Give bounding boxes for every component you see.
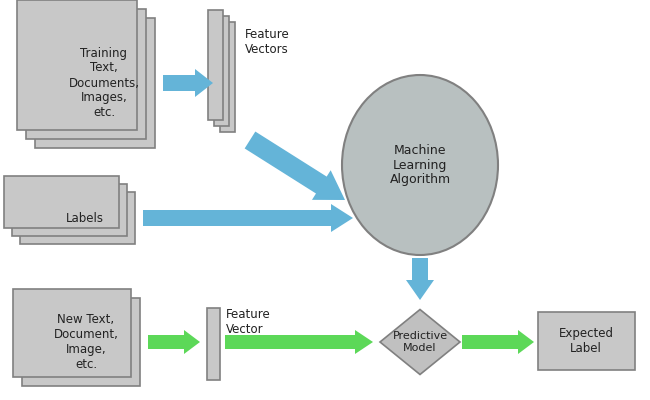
Text: Predictive
Model: Predictive Model [393,331,448,353]
FancyArrow shape [244,132,345,200]
Bar [220,22,235,132]
FancyArrow shape [462,330,534,354]
Text: Expected
Label: Expected Label [558,327,614,355]
Bar [20,192,135,244]
FancyArrow shape [163,69,213,97]
Text: Labels: Labels [66,212,104,224]
Bar [13,289,131,377]
Bar [207,308,220,380]
Bar [17,0,137,130]
FancyArrow shape [143,204,353,232]
Bar [538,312,635,370]
Ellipse shape [342,75,498,255]
Text: New Text,
Document,
Image,
etc.: New Text, Document, Image, etc. [53,313,118,371]
Polygon shape [380,310,460,374]
Bar [208,10,223,120]
Bar [214,16,229,126]
Bar [35,18,155,148]
FancyArrow shape [148,330,200,354]
Text: Feature
Vectors: Feature Vectors [245,28,290,56]
Text: Training
Text,
Documents,
Images,
etc.: Training Text, Documents, Images, etc. [68,46,140,120]
Bar [12,184,127,236]
Text: Feature
Vector: Feature Vector [226,308,271,336]
Bar [4,176,119,228]
FancyArrow shape [406,258,434,300]
Bar [26,9,146,139]
Text: Machine
Learning
Algorithm: Machine Learning Algorithm [389,144,450,186]
FancyArrow shape [225,330,373,354]
Bar [22,298,140,386]
